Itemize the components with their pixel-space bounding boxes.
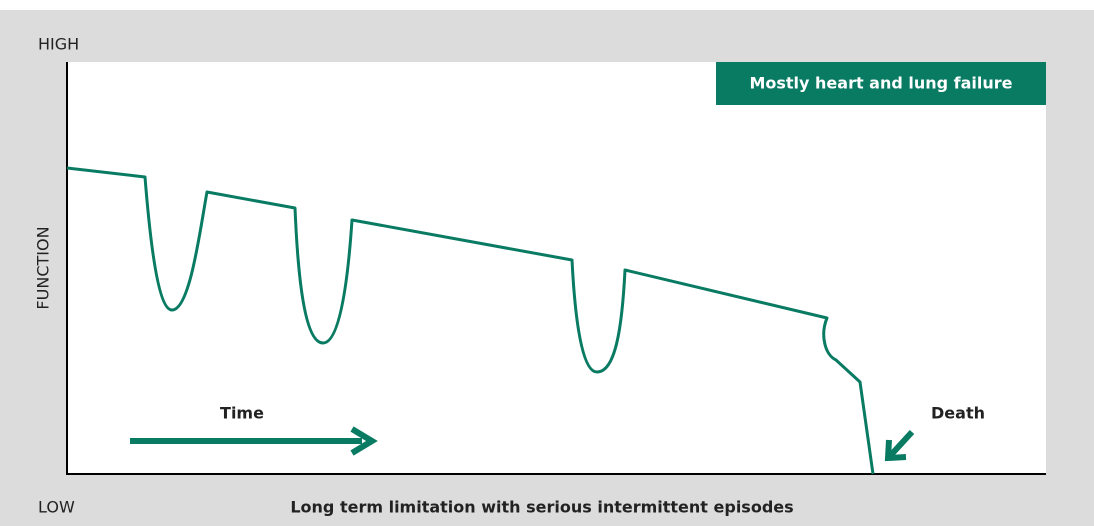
high-label: HIGH (38, 35, 79, 54)
time-arrow-head (350, 426, 378, 456)
plot-area (67, 62, 1046, 474)
y-axis-label: FUNCTION (34, 226, 53, 309)
death-arrow-shaft (887, 429, 915, 459)
death-label: Death (931, 404, 985, 423)
legend-box (716, 62, 1046, 105)
legend-text: Mostly heart and lung failure (749, 74, 1012, 93)
low-label: LOW (38, 498, 75, 517)
time-label: Time (220, 404, 264, 423)
trajectory-curve (66, 166, 875, 475)
caption: Long term limitation with serious interm… (290, 498, 793, 517)
death-arrow-head (884, 439, 907, 462)
